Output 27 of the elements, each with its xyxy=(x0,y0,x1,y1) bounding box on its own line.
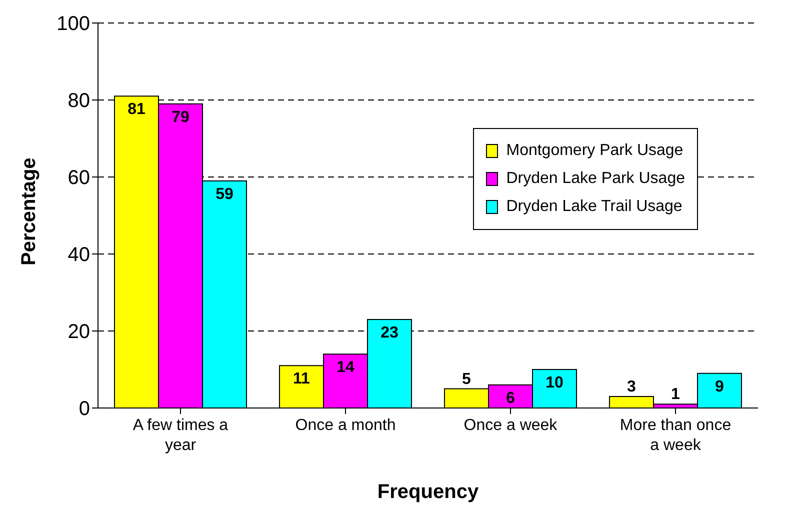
y-axis-title: Percentage xyxy=(18,158,40,266)
data-label: 23 xyxy=(380,324,398,342)
y-tick-label: 40 xyxy=(68,244,90,266)
data-label: 14 xyxy=(336,359,354,376)
y-tick-label: 100 xyxy=(56,13,90,36)
data-label: 6 xyxy=(506,390,516,407)
legend-label: Montgomery Park Usage xyxy=(506,141,684,161)
y-tick-label: 80 xyxy=(68,90,90,112)
data-label: 1 xyxy=(671,386,680,404)
x-axis-title: Frequency xyxy=(377,481,480,503)
data-label: 9 xyxy=(715,378,724,396)
data-label: 59 xyxy=(216,186,234,203)
y-tick-label: 0 xyxy=(78,398,90,420)
x-tick-label: More than once a week xyxy=(620,417,732,454)
data-label: 10 xyxy=(546,374,564,392)
data-label: 81 xyxy=(128,101,146,118)
data-label: 3 xyxy=(627,378,636,396)
x-tick-label: A few times a year xyxy=(132,417,228,454)
data-label: 11 xyxy=(293,370,310,388)
legend-label: Dryden Lake Park Usage xyxy=(506,169,685,189)
data-label: 5 xyxy=(462,370,472,388)
data-label: 79 xyxy=(172,108,190,126)
x-tick-label: Once a month xyxy=(295,417,396,434)
y-tick-label: 60 xyxy=(68,167,90,190)
legend-label: Dryden Lake Trail Usage xyxy=(506,197,682,217)
x-tick-label: Once a week xyxy=(464,417,558,434)
y-tick-label: 20 xyxy=(68,321,90,344)
